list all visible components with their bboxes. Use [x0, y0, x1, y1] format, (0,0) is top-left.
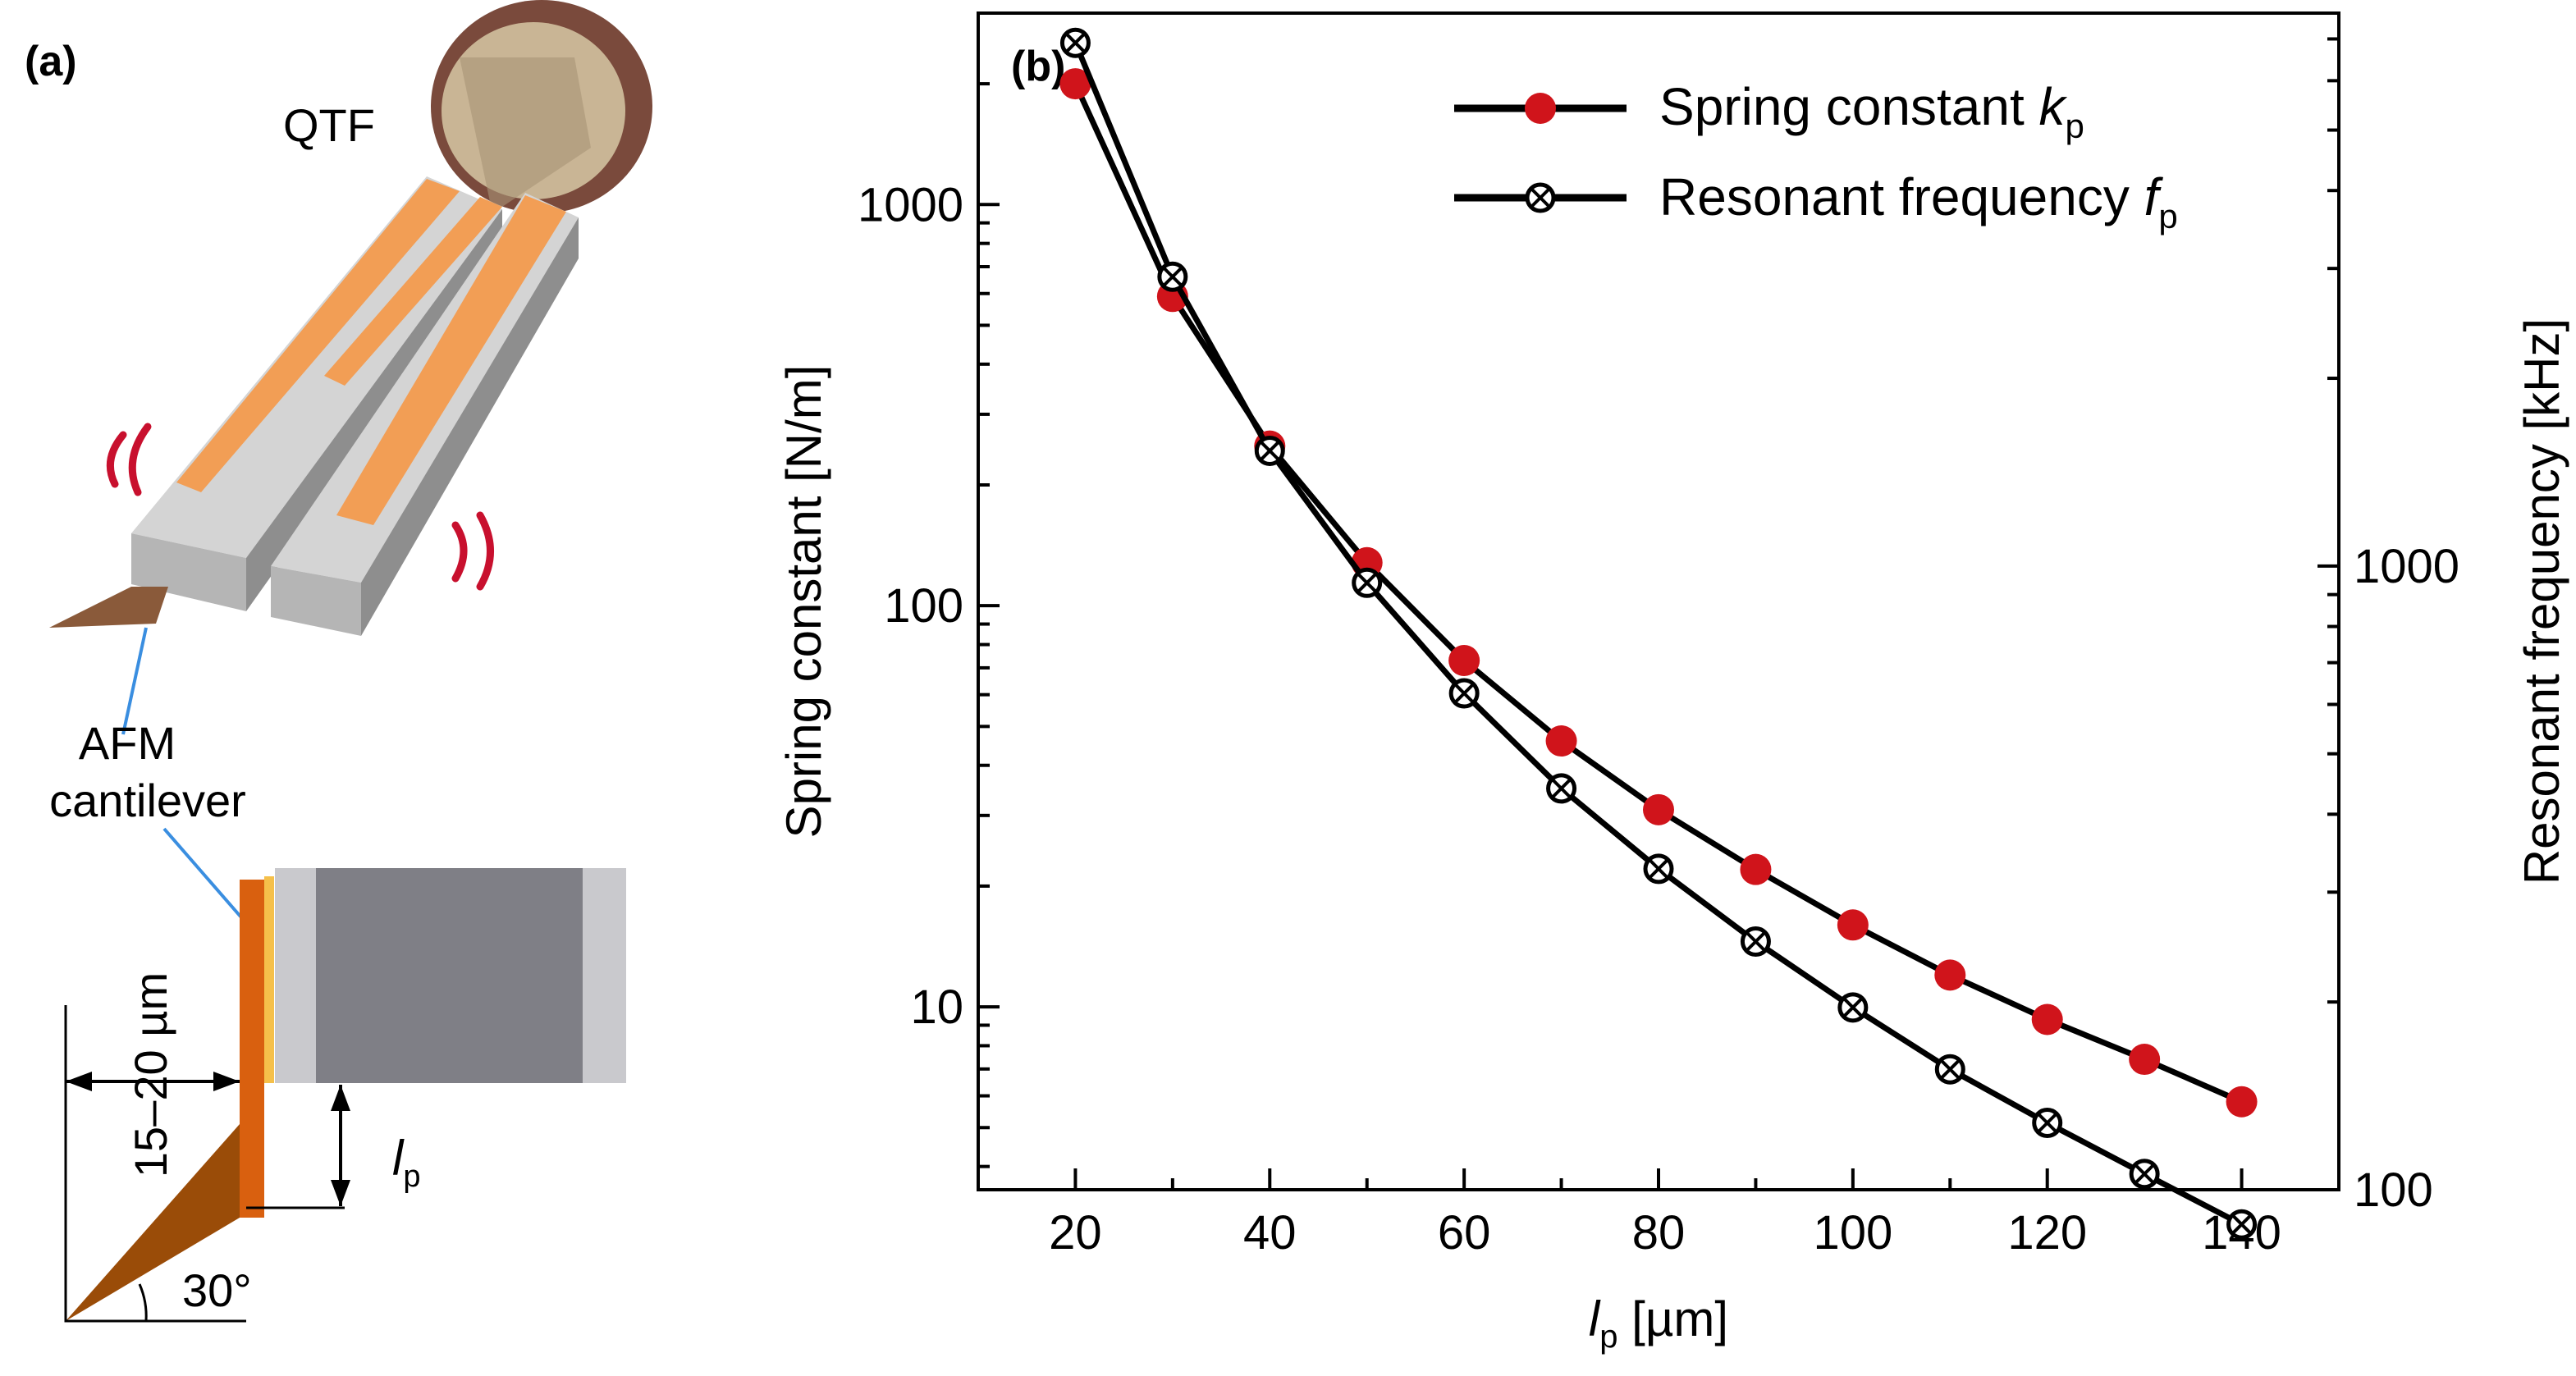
point-spring-constant-80	[1643, 793, 1674, 825]
angle-arc	[138, 1283, 148, 1322]
legend: Spring constant kp Resonant frequency fp	[1454, 77, 2178, 235]
point-spring-constant-140	[2226, 1086, 2258, 1118]
electrode-left-a	[176, 179, 460, 492]
series-line-spring-constant	[1073, 82, 2243, 1104]
legend-spring-main: Spring constant	[1659, 77, 2039, 136]
x-tick-label: 100	[1813, 1206, 1892, 1259]
vibration-right-icon	[451, 511, 494, 591]
legend-label-spring: Spring constant kp	[1659, 77, 2084, 145]
qtf-label: QTF	[283, 99, 375, 151]
length-label-sub: p	[403, 1159, 420, 1194]
point-spring-constant-90	[1740, 853, 1772, 885]
y-right-axis-title: Resonant frequency [kHz]	[2514, 318, 2569, 885]
point-spring-constant-70	[1545, 725, 1577, 757]
x-axis-title-var: l	[1589, 1291, 1601, 1346]
thickness-arrowhead-right	[213, 1072, 240, 1091]
length-arrowhead-bottom	[331, 1180, 350, 1206]
y-right-tick-label: 1000	[2354, 540, 2459, 593]
length-arrowhead-top	[331, 1085, 350, 1111]
y-left-tick-label: 1000	[858, 178, 963, 231]
pointer-to-tip	[121, 627, 148, 735]
point-resonant-frequency-30	[1157, 261, 1188, 292]
panel-a-label: (a)	[25, 38, 77, 85]
point-resonant-frequency-60	[1448, 678, 1480, 709]
qtf-can-shadow	[460, 57, 591, 213]
x-axis-title: lp [µm]	[1589, 1291, 1728, 1355]
x-axis-ticks: 20406080100120140	[977, 1168, 2340, 1259]
y-left-axis-title: Spring constant [N/m]	[776, 365, 831, 839]
point-resonant-frequency-50	[1352, 567, 1383, 598]
point-spring-constant-130	[2129, 1044, 2161, 1076]
point-resonant-frequency-80	[1643, 853, 1674, 885]
thickness-arrowhead-left	[66, 1072, 92, 1091]
y-left-tick-label: 10	[910, 981, 963, 1034]
afm-label-line1: AFM	[79, 717, 176, 769]
thickness-label: 15–20 µm	[125, 972, 176, 1177]
point-spring-constant-20	[1059, 68, 1091, 100]
electrode-right	[336, 195, 566, 525]
panel-b-label: (b)	[1011, 43, 1065, 90]
x-tick-label: 80	[1632, 1206, 1686, 1259]
qtf-housing	[431, 0, 652, 213]
vibration-left-icon	[106, 423, 152, 496]
point-resonant-frequency-70	[1546, 773, 1577, 804]
legend-frequency-main: Resonant frequency	[1659, 167, 2144, 226]
x-axis-title-sub: p	[1599, 1319, 1617, 1355]
electrode-left-b	[324, 197, 502, 386]
prong-block-dark	[316, 868, 583, 1083]
y-left-axis-ticks: 10 100 1000	[858, 11, 1000, 1168]
glue-layer	[264, 876, 274, 1083]
afm-label-line2: cantilever	[49, 775, 246, 826]
panel-a: (a) QTF	[25, 0, 652, 1323]
point-resonant-frequency-100	[1837, 992, 1869, 1023]
x-axis-title-unit: [µm]	[1618, 1291, 1729, 1346]
point-resonant-frequency-90	[1740, 926, 1771, 958]
legend-frequency-sub: p	[2158, 197, 2177, 235]
afm-tip-3d	[49, 587, 168, 628]
x-tick-label: 20	[1049, 1206, 1102, 1259]
point-spring-constant-60	[1448, 645, 1480, 677]
cantilever-body	[240, 880, 264, 1218]
y-right-tick-label: 100	[2354, 1163, 2433, 1217]
legend-label-frequency: Resonant frequency fp	[1659, 167, 2178, 235]
qtf-prong-right	[271, 193, 579, 636]
point-resonant-frequency-110	[1934, 1054, 1965, 1085]
legend-spring-sub: p	[2066, 107, 2084, 145]
pointer-to-cantilever	[162, 827, 248, 925]
point-spring-constant-120	[2031, 1003, 2063, 1035]
cross-section-schematic	[64, 868, 626, 1323]
point-resonant-frequency-20	[1059, 27, 1091, 58]
point-spring-constant-100	[1837, 909, 1869, 941]
y-right-axis-ticks: 100 1000	[2317, 37, 2459, 1217]
point-spring-constant-110	[1934, 959, 1966, 991]
angle-label: 30°	[182, 1264, 252, 1316]
point-resonant-frequency-120	[2032, 1108, 2063, 1139]
reference-frame	[64, 1005, 246, 1323]
length-label: lp	[392, 1131, 420, 1194]
series-layer	[1059, 27, 2258, 1240]
x-tick-label: 120	[2007, 1206, 2087, 1259]
point-resonant-frequency-140	[2226, 1209, 2258, 1240]
legend-marker-frequency	[1525, 182, 1556, 213]
x-tick-label: 60	[1438, 1206, 1491, 1259]
cantilever-tip	[66, 1124, 240, 1321]
legend-marker-spring	[1525, 93, 1556, 124]
length-label-main: l	[392, 1131, 405, 1186]
x-tick-label: 40	[1243, 1206, 1297, 1259]
y-left-tick-label: 100	[884, 579, 963, 633]
legend-spring-var: k	[2039, 77, 2068, 136]
point-resonant-frequency-130	[2129, 1159, 2160, 1190]
point-resonant-frequency-40	[1254, 435, 1285, 466]
